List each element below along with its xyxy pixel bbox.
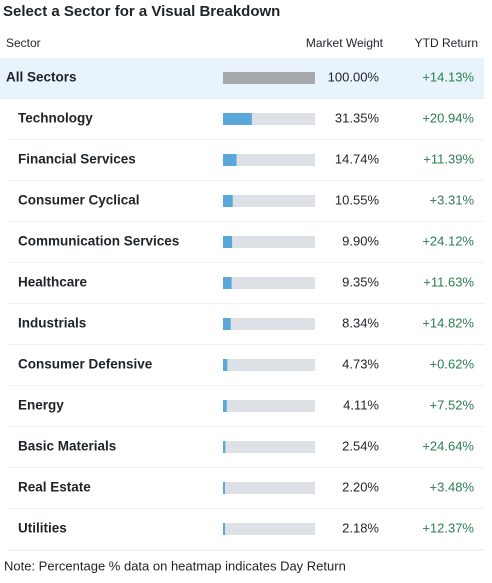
sector-row[interactable]: Utilities 2.18% +12.37%: [0, 509, 484, 551]
sector-name: Utilities: [18, 521, 67, 536]
weight-value: 8.34%: [342, 315, 379, 330]
ytd-return: +0.62%: [430, 356, 475, 371]
weight-bar: [223, 523, 226, 535]
ytd-return: +3.48%: [430, 479, 475, 494]
weight-value: 10.55%: [335, 192, 380, 207]
weight-value: 14.74%: [335, 151, 380, 166]
weight-track: [223, 318, 315, 330]
rows: All Sectors 100.00% +14.13% Technology 31.35…: [0, 58, 484, 551]
weight-value: 31.35%: [335, 110, 380, 125]
header-sector: Sector: [6, 36, 41, 50]
weight-track: [223, 400, 315, 412]
ytd-return: +3.31%: [430, 192, 475, 207]
weight-value: 2.20%: [342, 479, 379, 494]
ytd-return: +7.52%: [430, 397, 475, 412]
sector-row[interactable]: Basic Materials 2.54% +24.64%: [0, 427, 484, 469]
sector-row[interactable]: Technology 31.35% +20.94%: [0, 99, 484, 141]
ytd-return: +14.13%: [422, 69, 474, 84]
ytd-return: +11.63%: [423, 274, 474, 289]
sector-row[interactable]: Energy 4.11% +7.52%: [0, 386, 484, 428]
sector-name: Technology: [18, 111, 93, 126]
sector-name: Industrials: [18, 316, 86, 331]
weight-bar: [223, 359, 228, 371]
ytd-return: +20.94%: [422, 110, 474, 125]
weight-track: [223, 236, 315, 248]
sector-name: Consumer Defensive: [18, 357, 153, 372]
weight-bar: [223, 236, 233, 248]
weight-bar: [223, 113, 252, 125]
weight-value: 4.11%: [343, 397, 379, 412]
weight-bar: [223, 482, 226, 494]
ytd-return: +12.37%: [422, 520, 474, 535]
sector-row[interactable]: Consumer Cyclical 10.55% +3.31%: [0, 181, 484, 223]
weight-bar: [223, 72, 315, 84]
sector-row[interactable]: Financial Services 14.74% +11.39%: [0, 140, 484, 182]
sector-row[interactable]: Healthcare 9.35% +11.63%: [0, 263, 484, 305]
sector-name: Financial Services: [18, 152, 136, 167]
weight-bar: [223, 277, 232, 289]
weight-bar: [223, 400, 227, 412]
ytd-return: +24.64%: [422, 438, 474, 453]
sector-name: Communication Services: [18, 234, 179, 249]
weight-value: 100.00%: [328, 69, 380, 84]
weight-value: 4.73%: [342, 356, 379, 371]
weight-value: 9.90%: [342, 233, 379, 248]
sector-row[interactable]: Consumer Defensive 4.73% +0.62%: [0, 345, 484, 387]
weight-track: [223, 359, 315, 371]
ytd-return: +14.82%: [422, 315, 474, 330]
sector-name: All Sectors: [6, 70, 77, 85]
sector-name: Energy: [18, 398, 64, 413]
weight-bar: [223, 441, 226, 453]
ytd-return: +11.39%: [423, 151, 474, 166]
sector-name: Real Estate: [18, 480, 91, 495]
header-weight: Market Weight: [306, 36, 384, 50]
weight-track: [223, 441, 315, 453]
sector-row[interactable]: All Sectors 100.00% +14.13%: [0, 58, 484, 100]
sector-row[interactable]: Real Estate 2.20% +3.48%: [0, 468, 484, 510]
footnote: Note: Percentage % data on heatmap indic…: [4, 558, 346, 573]
weight-track: [223, 195, 315, 207]
sector-name: Basic Materials: [18, 439, 116, 454]
sector-name: Consumer Cyclical: [18, 193, 140, 208]
weight-track: [223, 523, 315, 535]
panel-title: Select a Sector for a Visual Breakdown: [3, 3, 280, 20]
weight-bar: [223, 154, 237, 166]
weight-bar: [223, 318, 231, 330]
sector-row[interactable]: Industrials 8.34% +14.82%: [0, 304, 484, 346]
weight-track: [223, 482, 315, 494]
ytd-return: +24.12%: [422, 233, 474, 248]
sector-row[interactable]: Communication Services 9.90% +24.12%: [0, 222, 484, 264]
header-ytd: YTD Return: [415, 36, 478, 50]
sector-name: Healthcare: [18, 275, 88, 290]
weight-track: [223, 277, 315, 289]
weight-bar: [223, 195, 233, 207]
weight-value: 9.35%: [342, 274, 379, 289]
weight-value: 2.18%: [342, 520, 379, 535]
weight-value: 2.54%: [342, 438, 379, 453]
weight-track: [223, 154, 315, 166]
